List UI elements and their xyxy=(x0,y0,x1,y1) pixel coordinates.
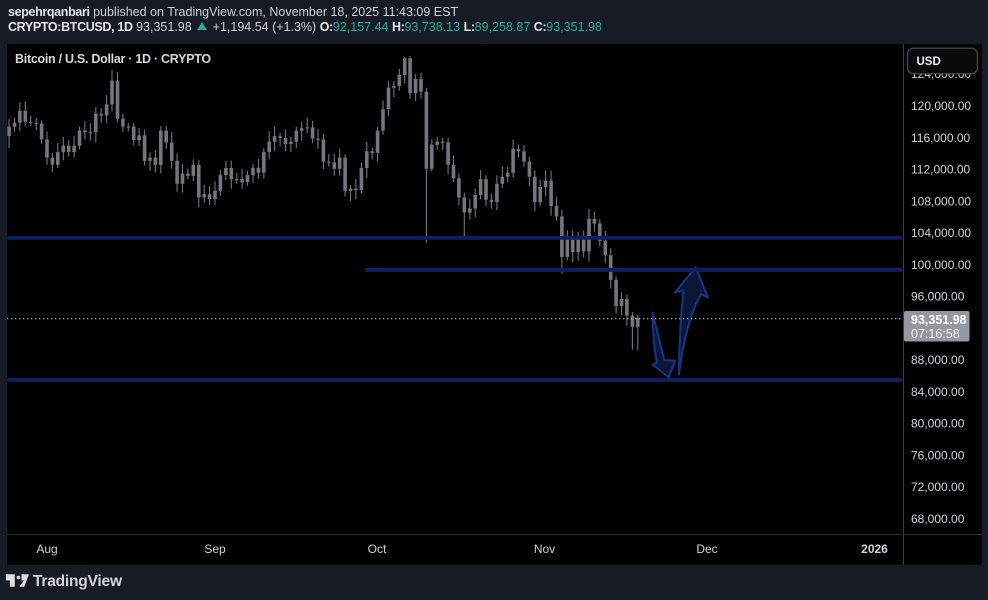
svg-text:100,000.00: 100,000.00 xyxy=(911,258,971,272)
svg-text:2026: 2026 xyxy=(861,542,888,556)
svg-text:72,000.00: 72,000.00 xyxy=(911,480,965,494)
svg-text:96,000.00: 96,000.00 xyxy=(911,290,965,304)
svg-text:Nov: Nov xyxy=(534,542,555,556)
svg-text:Sep: Sep xyxy=(204,542,226,556)
svg-text:120,000.00: 120,000.00 xyxy=(911,99,971,113)
svg-text:93,351.98: 93,351.98 xyxy=(911,313,967,327)
svg-text:116,000.00: 116,000.00 xyxy=(911,131,970,145)
svg-text:88,000.00: 88,000.00 xyxy=(911,353,965,367)
svg-text:84,000.00: 84,000.00 xyxy=(911,385,965,399)
svg-text:108,000.00: 108,000.00 xyxy=(911,194,971,208)
svg-text:Aug: Aug xyxy=(36,542,57,556)
svg-text:07:16:58: 07:16:58 xyxy=(911,327,960,341)
svg-text:68,000.00: 68,000.00 xyxy=(911,512,965,526)
svg-text:Dec: Dec xyxy=(696,542,717,556)
svg-text:80,000.00: 80,000.00 xyxy=(911,417,965,431)
svg-text:104,000.00: 104,000.00 xyxy=(911,226,971,240)
svg-text:112,000.00: 112,000.00 xyxy=(911,163,970,177)
svg-text:Oct: Oct xyxy=(368,542,387,556)
svg-text:76,000.00: 76,000.00 xyxy=(911,449,965,463)
svg-text:USD: USD xyxy=(917,56,941,68)
